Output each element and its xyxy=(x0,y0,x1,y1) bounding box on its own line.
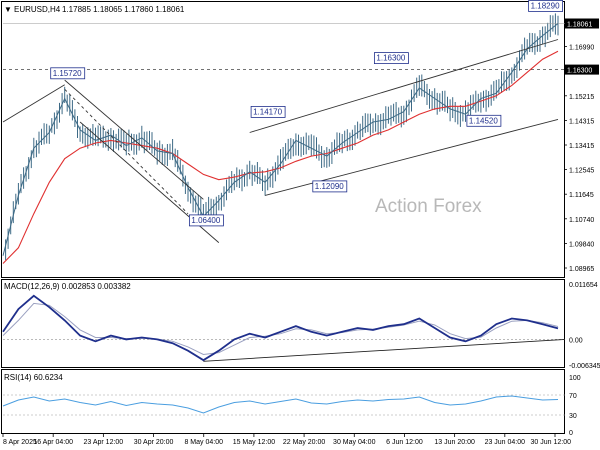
x-axis-tick-label: 22 May 20:00 xyxy=(283,439,326,446)
price-y-tick-label: 1.15215 xyxy=(569,94,594,101)
price-y-tick-label: 1.13415 xyxy=(569,143,594,150)
rsi-y-tick-label: 30 xyxy=(569,413,577,420)
macd-y-tick-label: 0.00 xyxy=(569,337,583,344)
rsi-panel-frame xyxy=(1,369,565,434)
macd-y-tick-label: 0.011654 xyxy=(569,282,598,289)
macd-panel-frame xyxy=(1,279,565,368)
macd-layer xyxy=(2,294,566,362)
price-axis-badge xyxy=(565,64,599,75)
price-y-tick-label: 1.14315 xyxy=(569,118,594,125)
axis-layer: 1.188901.169901.161151.152151.143151.134… xyxy=(2,18,600,446)
price-y-tick-label: 1.11645 xyxy=(569,192,594,199)
macd-y-tick-label: -0.006345 xyxy=(569,363,600,370)
price-annotation-label: 1.18290 xyxy=(531,2,560,11)
price-annotation-label: 1.12090 xyxy=(315,182,344,191)
price-panel-frame xyxy=(1,1,565,278)
x-axis-tick-label: 8 Apr 2025 xyxy=(3,439,37,446)
macd-signal-line xyxy=(2,302,559,356)
price-close-line xyxy=(2,23,559,256)
macd-support-trendline xyxy=(203,338,566,362)
rsi-y-tick-label: 100 xyxy=(569,375,581,382)
price-annotation-box xyxy=(250,106,286,118)
price-axis-badge-label: 1.16300 xyxy=(567,68,592,75)
price-annotation-box xyxy=(312,180,348,193)
price-annotation-label: 1.16300 xyxy=(376,54,405,63)
price-panel-header-triangle: ▼ xyxy=(4,5,12,14)
price-annotation-box xyxy=(50,67,86,80)
price-y-tick-label: 1.12545 xyxy=(569,168,594,175)
price-annotation-box xyxy=(466,114,502,127)
ohlc-values: 1.17885 1.18065 1.17860 1.18061 xyxy=(62,5,185,14)
x-axis-tick-label: 23 Apr 12:00 xyxy=(84,439,124,446)
price-annotation-label: 1.14520 xyxy=(469,116,498,125)
macd-line xyxy=(2,294,559,362)
rsi-y-tick-label: 0 xyxy=(569,430,573,437)
price-axis-badge xyxy=(565,18,599,29)
symbol-label: EURUSD,H4 xyxy=(14,5,61,14)
macd-title: MACD(12,26,9) 0.002853 0.003382 xyxy=(4,282,131,291)
price-axis-badge-label: 1.18061 xyxy=(567,22,592,29)
price-y-tick-label: 1.10740 xyxy=(569,217,594,224)
falling-channel-midline xyxy=(64,88,189,215)
x-axis-tick-label: 30 Apr 20:00 xyxy=(134,439,174,446)
x-axis-tick-label: 6 Jun 12:00 xyxy=(386,439,423,446)
x-axis-tick-label: 15 May 12:00 xyxy=(233,439,276,446)
price-annotation-label: 1.14170 xyxy=(253,107,282,116)
price-annotation-box xyxy=(528,0,563,12)
price-y-tick-label: 1.08965 xyxy=(569,266,594,273)
x-axis-tick-label: 16 Apr 04:00 xyxy=(33,439,73,446)
rsi-y-tick-label: 70 xyxy=(569,393,577,400)
price-y-tick-label: 1.16990 xyxy=(569,45,594,52)
price-y-tick-label: 1.09840 xyxy=(569,241,594,248)
price-annotation-box xyxy=(373,52,409,64)
x-axis-tick-label: 8 May 04:00 xyxy=(184,439,223,446)
rsi-title: RSI(14) 60.6234 xyxy=(4,373,63,382)
x-axis-tick-label: 23 Jun 04:00 xyxy=(485,439,526,446)
early-trend-line xyxy=(2,84,65,123)
x-axis-tick-label: 13 Jun 20:00 xyxy=(434,439,475,446)
x-axis-tick-label: 30 Jun 12:00 xyxy=(531,439,572,446)
rsi-layer xyxy=(2,394,565,416)
rsi-line xyxy=(2,395,559,414)
price-annotation-label: 1.15720 xyxy=(53,69,82,78)
falling-channel-upper xyxy=(64,79,204,200)
moving-average-line xyxy=(2,50,559,264)
price-annotation-label: 1.06400 xyxy=(191,216,220,225)
watermark: Action Forex xyxy=(375,196,482,217)
price-annotation-box xyxy=(188,214,224,227)
rising-channel-upper xyxy=(249,39,559,133)
price-layer: 1.15720 1.06400 1.14170 1.12090 1.16300 1.145… xyxy=(2,0,565,264)
x-axis-tick-label: 30 May 04:00 xyxy=(333,439,376,446)
